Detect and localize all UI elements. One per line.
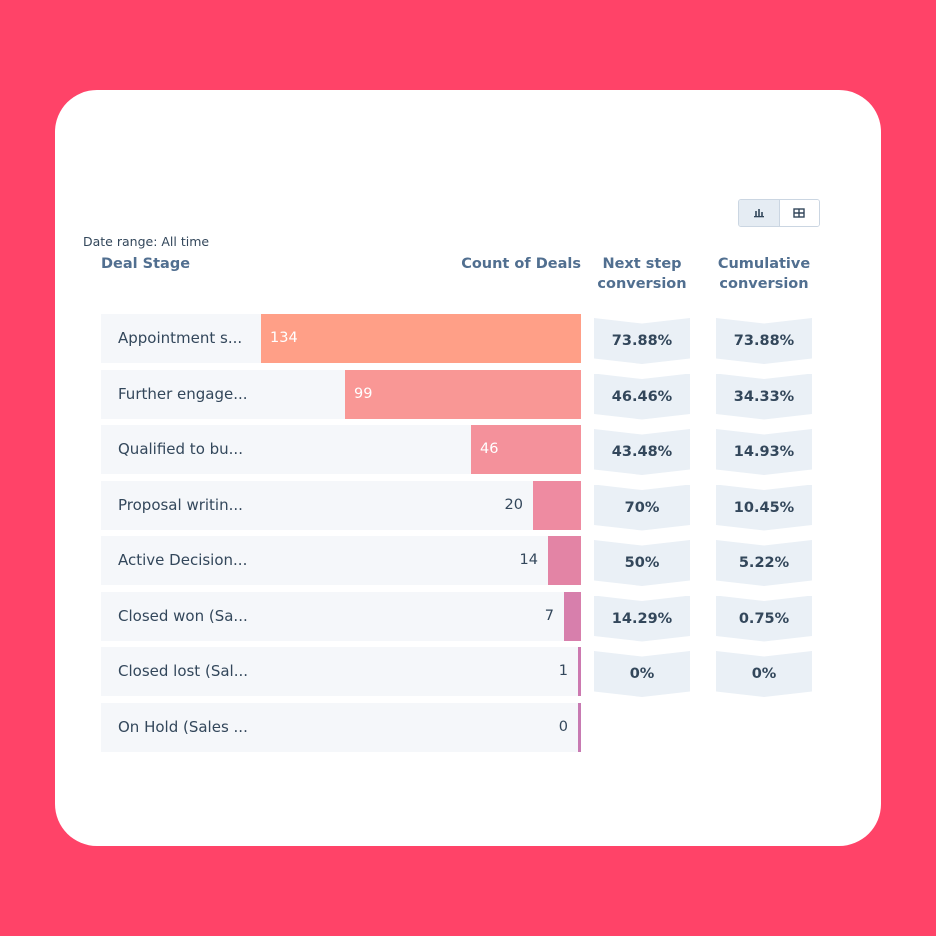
funnel-row[interactable]: Proposal writin... 20: [101, 480, 581, 530]
stage-label: Closed won (Sa...: [118, 606, 248, 625]
bar-value-label: 7: [544, 607, 554, 624]
stage-label: Proposal writin...: [118, 495, 243, 514]
funnel-bar: [578, 647, 581, 696]
next-step-conversion-header: Next step conversion: [597, 256, 687, 292]
stage-label: Closed lost (Sal...: [118, 662, 248, 680]
chart-view-button[interactable]: [739, 200, 780, 226]
deal-stage-header: Deal Stage: [101, 256, 191, 272]
funnel-row[interactable]: Closed won (Sa... 7: [101, 591, 581, 641]
bar-value-label: 99: [354, 385, 373, 402]
funnel-bar: [564, 591, 581, 641]
bar-chart-icon: [753, 207, 765, 219]
stage-label: Active Decision...: [118, 551, 248, 569]
table-view-button[interactable]: [779, 200, 819, 226]
funnel-bar: 134: [261, 314, 581, 363]
funnel-row[interactable]: Appointment s... 134: [101, 314, 581, 363]
bar-value-label: 14: [519, 552, 538, 568]
funnel-bar: 46: [471, 425, 581, 474]
stage-label: Further engage...: [118, 384, 248, 403]
cumulative-conversion-cell: 10.45%: [716, 484, 812, 531]
stage-label: Appointment s...: [118, 329, 243, 347]
next-step-conversion-cell: 73.88%: [594, 318, 690, 364]
funnel-bar: 99: [345, 369, 581, 419]
stage-label: On Hold (Sales ...: [118, 717, 248, 736]
count-of-deals-header: Count of Deals: [461, 256, 581, 272]
next-step-conversion-cell: 0%: [594, 651, 690, 697]
view-toggle: [738, 199, 820, 227]
cumulative-conversion-cell: 5.22%: [716, 540, 812, 586]
funnel-bar: [533, 480, 581, 530]
cumulative-conversion-header: Cumulative conversion: [717, 256, 811, 292]
cumulative-conversion-cell: 14.93%: [716, 429, 812, 475]
funnel-row[interactable]: Further engage... 99: [101, 369, 581, 419]
bar-value-label: 0: [558, 718, 568, 735]
report-card: Date range: All time Deal Stage Count of…: [55, 90, 881, 846]
stage-label: Qualified to bu...: [118, 440, 243, 458]
funnel-bar: [548, 536, 581, 585]
next-step-conversion-cell: 46.46%: [594, 373, 690, 420]
next-step-conversion-cell: 43.48%: [594, 429, 690, 475]
table-icon: [793, 207, 805, 219]
bar-value-label: 46: [480, 441, 499, 457]
bar-value-label: 20: [504, 496, 523, 513]
funnel-row[interactable]: On Hold (Sales ... 0: [101, 702, 581, 752]
funnel-row[interactable]: Active Decision... 14: [101, 536, 581, 585]
cumulative-conversion-cell: 0.75%: [716, 595, 812, 642]
bar-value-label: 1: [558, 663, 568, 679]
cumulative-conversion-cell: 0%: [716, 651, 812, 697]
funnel-bar: [578, 702, 581, 752]
funnel-row[interactable]: Closed lost (Sal... 1: [101, 647, 581, 696]
cumulative-conversion-cell: 34.33%: [716, 373, 812, 420]
next-step-conversion-cell: 14.29%: [594, 595, 690, 642]
bar-value-label: 134: [270, 330, 298, 346]
next-step-conversion-cell: 50%: [594, 540, 690, 586]
cumulative-conversion-cell: 73.88%: [716, 318, 812, 364]
date-range-label: Date range: All time: [83, 234, 210, 249]
next-step-conversion-cell: 70%: [594, 484, 690, 531]
funnel-row[interactable]: Qualified to bu... 46: [101, 425, 581, 474]
